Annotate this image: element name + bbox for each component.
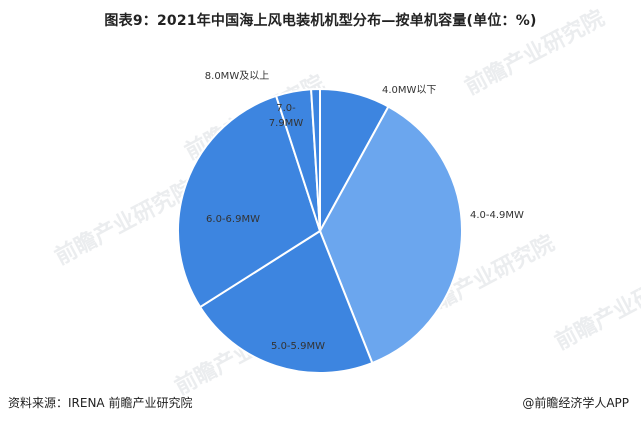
slice-label: 6.0-6.9MW (206, 214, 260, 225)
slice-label: 7.0-7.9MW (269, 103, 304, 129)
pie-slices (177, 88, 463, 374)
watermark-text: 前瞻产业研究院 (51, 175, 199, 270)
watermark-text: 前瞻产业研究院 (551, 260, 641, 355)
pie-slice (310, 88, 321, 232)
slice-label: 5.0-5.9MW (271, 341, 325, 352)
source-note: 资料来源：IRENA 前瞻产业研究院 (8, 396, 193, 410)
pie-slice (319, 105, 463, 365)
pie-slice (177, 94, 321, 309)
brand-credit: @前瞻经济学人APP (522, 396, 629, 410)
pie-labels: 4.0MW以下 4.0-4.9MW 5.0-5.9MW 6.0-6.9MW 7.0-7.… (205, 70, 524, 352)
pie-slice (199, 230, 374, 374)
slice-label: 8.0MW及以上 (205, 70, 269, 82)
chart-title: 图表9：2021年中国海上风电装机机型分布—按单机容量(单位：%) (104, 13, 537, 29)
slice-label: 4.0-4.9MW (470, 210, 524, 221)
slice-label: 4.0MW以下 (382, 85, 436, 96)
